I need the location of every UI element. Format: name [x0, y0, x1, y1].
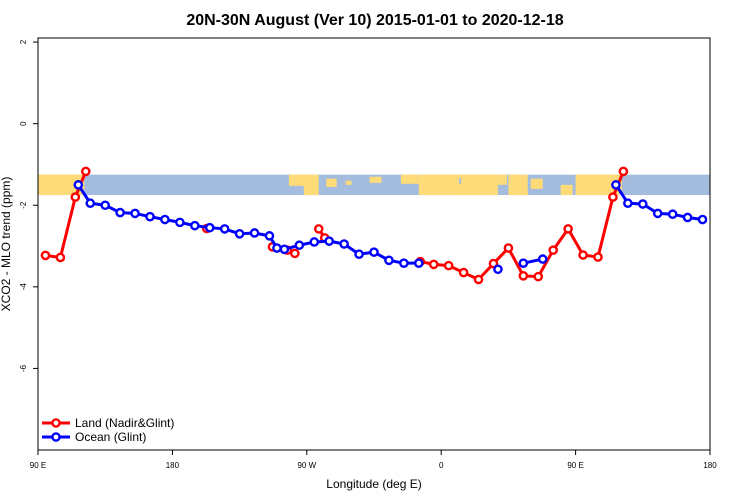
- y-tick-label: -6: [19, 364, 28, 372]
- data-point: [145, 211, 155, 222]
- legend-marker: [51, 432, 61, 442]
- y-tick-label: -4: [19, 283, 28, 291]
- data-point: [682, 212, 693, 223]
- data-point: [593, 252, 603, 262]
- x-tick-label: 0: [439, 461, 444, 470]
- data-point: [324, 236, 335, 246]
- world-map-strip: [38, 174, 710, 196]
- data-point: [175, 217, 185, 228]
- land-band: [530, 178, 543, 189]
- legend-label: Land (Nadir&Glint): [75, 416, 174, 430]
- data-point: [578, 250, 588, 260]
- legend-label: Ocean (Glint): [75, 430, 146, 444]
- data-point: [667, 209, 678, 220]
- series-layer: [40, 166, 708, 285]
- land-band: [497, 174, 507, 185]
- data-point: [40, 250, 51, 261]
- data-point: [413, 258, 424, 268]
- land-band: [508, 174, 528, 196]
- data-point: [493, 264, 503, 275]
- x-tick-label: 180: [703, 461, 717, 470]
- ocean-band: [378, 184, 381, 191]
- land-band: [288, 174, 310, 186]
- series-line: [77, 184, 419, 265]
- y-axis-label: XCO2 - MLO trend (ppm): [0, 177, 13, 312]
- land-band: [369, 176, 382, 183]
- data-point: [130, 208, 140, 219]
- data-point: [272, 243, 282, 253]
- ocean-band: [459, 177, 462, 184]
- data-point: [219, 224, 230, 234]
- x-axis-label: Longitude (deg E): [326, 477, 421, 491]
- data-point: [264, 231, 275, 241]
- x-tick-label: 90 E: [30, 461, 46, 470]
- data-point: [537, 254, 548, 264]
- data-point: [618, 166, 629, 177]
- data-point: [563, 224, 573, 234]
- data-point: [611, 180, 621, 190]
- data-point: [638, 199, 648, 209]
- data-point: [548, 245, 559, 255]
- data-point: [443, 260, 454, 271]
- land-band: [326, 178, 337, 187]
- data-point: [85, 198, 96, 209]
- legend-marker: [51, 418, 61, 428]
- data-point: [339, 239, 349, 249]
- data-point: [473, 274, 484, 285]
- ocean-band: [568, 176, 571, 183]
- data-point: [160, 214, 170, 225]
- data-point: [608, 192, 618, 202]
- data-point: [249, 228, 260, 238]
- data-point: [313, 224, 324, 234]
- data-point: [399, 258, 409, 268]
- y-tick-label: 0: [19, 121, 28, 126]
- x-tick-label: 90 W: [297, 461, 316, 470]
- data-point: [458, 267, 469, 278]
- data-point: [204, 222, 215, 233]
- data-point: [290, 248, 300, 259]
- plot-frame: [37, 37, 711, 451]
- data-point: [428, 259, 439, 270]
- x-tick-label: 90 E: [567, 461, 583, 470]
- data-point: [55, 252, 66, 263]
- data-point: [294, 240, 305, 251]
- data-point: [115, 207, 125, 218]
- data-point: [503, 243, 514, 253]
- data-point: [234, 229, 245, 239]
- data-point: [369, 247, 379, 257]
- land-band: [400, 174, 419, 184]
- legend: Land (Nadir&Glint)Ocean (Glint): [42, 416, 174, 444]
- data-point: [518, 258, 529, 268]
- data-point: [73, 180, 84, 190]
- x-tick-label: 180: [166, 461, 180, 470]
- y-tick-label: 2: [19, 39, 28, 44]
- land-band: [560, 184, 573, 196]
- x-axis: 90 E 180 90 W 0 90 E 180: [30, 450, 717, 470]
- data-point: [279, 244, 290, 255]
- land-band: [575, 174, 622, 196]
- land-band: [459, 186, 481, 196]
- data-point: [100, 200, 110, 211]
- data-point: [70, 192, 81, 202]
- data-point: [189, 220, 200, 231]
- data-point: [533, 271, 544, 282]
- data-point: [309, 237, 320, 247]
- ocean-band: [351, 182, 354, 192]
- data-point: [697, 214, 708, 225]
- chart-title: 20N-30N August (Ver 10) 2015-01-01 to 20…: [186, 12, 563, 29]
- y-axis: 2 0 -2 -4 -6: [19, 39, 38, 372]
- data-point: [80, 166, 91, 177]
- land-band: [38, 174, 85, 196]
- data-point: [354, 249, 364, 259]
- data-point: [623, 198, 633, 209]
- y-tick-label: -2: [19, 201, 28, 209]
- data-point: [652, 208, 663, 219]
- land-band: [345, 180, 352, 185]
- data-point: [518, 271, 529, 281]
- land-band: [418, 174, 498, 196]
- data-point: [384, 255, 394, 266]
- ocean-band: [527, 180, 530, 191]
